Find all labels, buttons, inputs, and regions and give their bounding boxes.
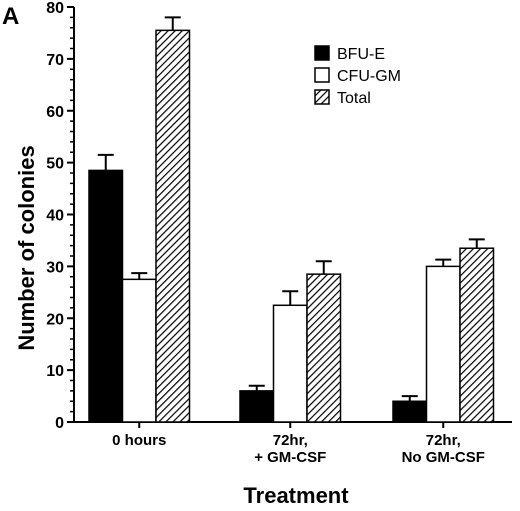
y-tick-label: 10	[46, 363, 64, 380]
bar-bfu-e	[88, 169, 124, 423]
bar-cfu-gm	[272, 304, 308, 423]
legend-label: BFU-E	[337, 46, 385, 63]
panel-label: A	[2, 3, 19, 30]
bars-group	[88, 16, 495, 423]
bar-total	[306, 273, 342, 423]
x-category-label: No GM-CSF	[402, 449, 485, 466]
legend-swatch	[314, 89, 330, 105]
bar-total	[459, 247, 495, 423]
x-axis-title: Treatment	[243, 483, 349, 508]
y-tick-label: 0	[55, 415, 64, 432]
y-tick-label: 40	[46, 208, 64, 225]
bar-cfu-gm	[121, 278, 157, 423]
x-category-label: 0 hours	[112, 432, 166, 449]
bar-bfu-e	[392, 400, 428, 423]
bar-total	[155, 29, 191, 423]
y-tick-label: 50	[46, 156, 64, 173]
bar-cfu-gm	[425, 265, 461, 423]
legend-label: Total	[337, 90, 371, 107]
y-tick-label: 70	[46, 52, 64, 69]
legend: BFU-E CFU-GM Total	[314, 45, 401, 107]
x-category-label: 72hr,	[426, 432, 461, 449]
legend-swatch	[314, 67, 330, 83]
y-axis-title: Number of colonies	[14, 145, 39, 350]
legend-swatch	[314, 45, 330, 61]
x-category-label: + GM-CSF	[254, 449, 326, 466]
x-category-label: 72hr,	[273, 432, 308, 449]
bar-bfu-e	[239, 390, 275, 423]
y-tick-label: 60	[46, 104, 64, 121]
y-axis: 0 10 20 30 40 50 60 70 80	[46, 0, 75, 432]
y-tick-label: 30	[46, 259, 64, 276]
y-tick-label: 80	[46, 0, 64, 17]
y-tick-label: 20	[46, 311, 64, 328]
legend-label: CFU-GM	[337, 68, 401, 85]
